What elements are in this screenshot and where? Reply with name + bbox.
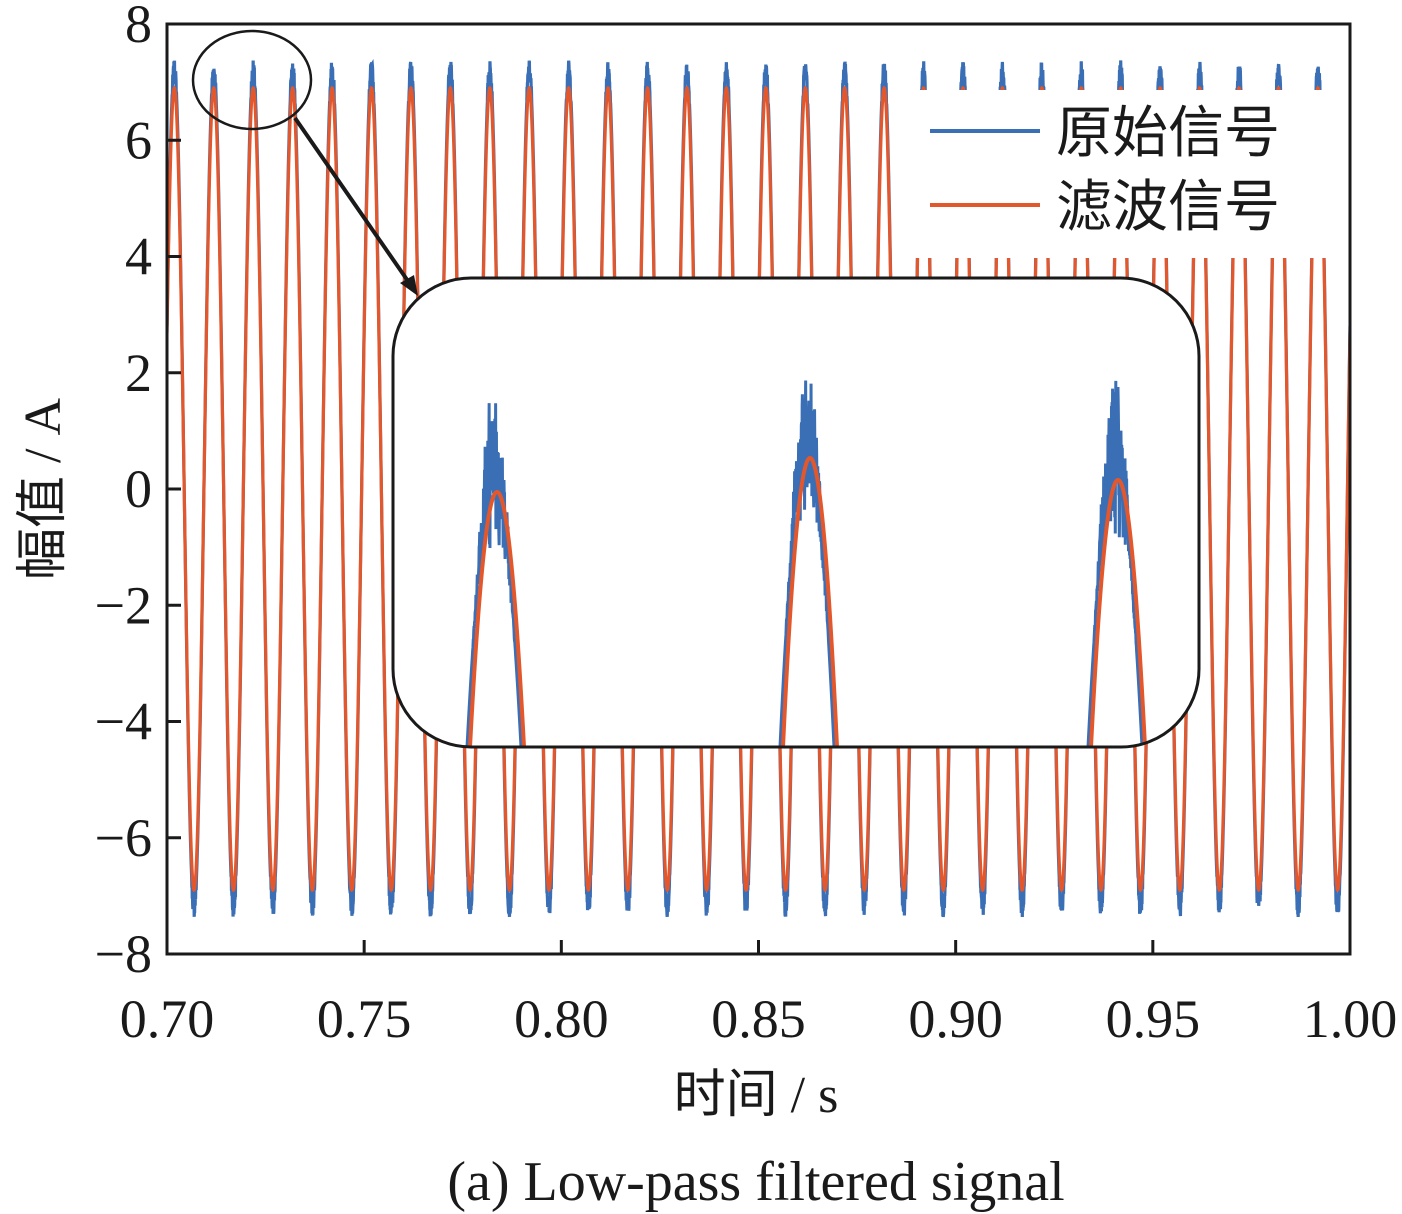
legend-label-filtered: 滤波信号 (1056, 175, 1280, 240)
x-tick-label: 0.80 (514, 989, 609, 1049)
inset-filtered-peak (1089, 477, 1147, 747)
inset-original-peak (1086, 380, 1144, 747)
legend-label-original: 原始信号 (1056, 101, 1280, 166)
y-tick-label: −6 (95, 808, 152, 868)
y-tick-label: −8 (95, 924, 152, 984)
x-tick-label: 0.85 (711, 989, 806, 1049)
inset-filtered-peak (468, 489, 526, 747)
x-axis-label: 时间 / s (674, 1067, 839, 1124)
zoom-annotation (191, 29, 418, 296)
zoom-pointer-line (293, 116, 412, 286)
legend-box (915, 90, 1345, 258)
y-tick-label: 4 (125, 227, 152, 287)
y-tick-label: 8 (125, 0, 152, 54)
inset-original-peak (778, 380, 836, 747)
zoom-circle (191, 29, 313, 131)
x-tick-label: 1.00 (1303, 989, 1398, 1049)
inset-filtered-peak (781, 455, 839, 747)
inset-original-peak (465, 403, 523, 747)
y-axis-ticks: 8 6 4 2 0 −2 −4 −6 −8 (95, 0, 181, 984)
x-tick-label: 0.90 (908, 989, 1003, 1049)
legend: 原始信号 滤波信号 (915, 90, 1345, 258)
x-tick-label: 0.75 (317, 989, 412, 1049)
x-tick-label: 0.95 (1106, 989, 1201, 1049)
x-tick-label: 0.70 (120, 989, 215, 1049)
figure-caption: (a) Low-pass filtered signal (447, 1151, 1064, 1213)
inset-frame (391, 276, 1201, 749)
y-tick-label: −2 (95, 575, 152, 635)
zoom-pointer-arrowhead (400, 275, 418, 296)
y-tick-label: 0 (125, 459, 152, 519)
plot-area: 0.70 0.75 0.80 0.85 0.90 0.95 1.00 8 6 4 2 0 −2 −4 −6… (95, 0, 1398, 1049)
zoom-inset (391, 276, 1201, 749)
y-axis-label: 幅值 / A (15, 398, 72, 580)
x-axis-ticks: 0.70 0.75 0.80 0.85 0.90 0.95 1.00 (120, 940, 1398, 1049)
y-tick-label: −4 (95, 692, 152, 752)
y-tick-label: 2 (125, 343, 152, 403)
y-tick-label: 6 (125, 110, 152, 170)
